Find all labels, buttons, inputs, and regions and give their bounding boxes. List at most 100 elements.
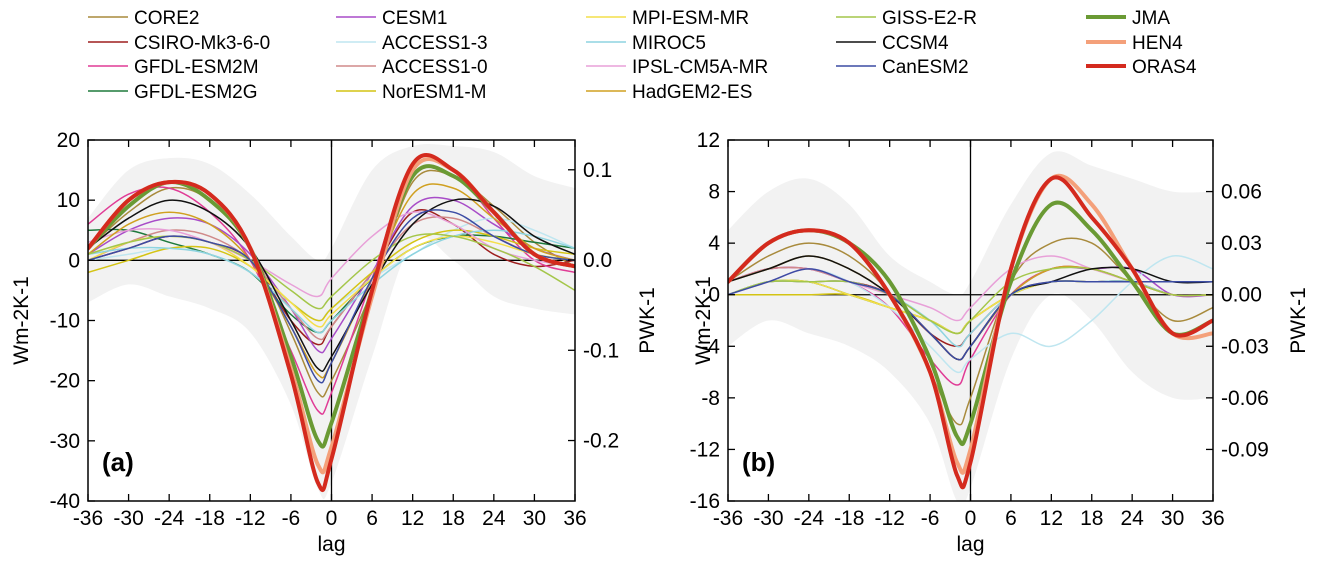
y-tick-label: -16	[690, 490, 720, 513]
legend-label: HadGEM2-ES	[632, 82, 752, 103]
legend-label: MPI-ESM-MR	[632, 8, 749, 29]
legend-item-access1-0: ACCESS1-0	[336, 57, 488, 78]
series-line-core2	[88, 169, 575, 398]
legend-label: CORE2	[134, 8, 199, 29]
legend-item-giss-e2-r: GISS-E2-R	[836, 8, 977, 29]
legend-item-mpi-esm-mr: MPI-ESM-MR	[586, 8, 749, 29]
x-tick-label: -12	[235, 507, 265, 530]
series-line-miroc5	[88, 229, 575, 334]
x-tick-label: 6	[366, 507, 378, 530]
x-tick-label: -24	[154, 507, 185, 530]
legend-item-core2: CORE2	[88, 8, 199, 29]
legend-label: IPSL-CM5A-MR	[632, 57, 768, 78]
legend-item-hen4: HEN4	[1086, 33, 1183, 54]
x-tick-label: -12	[874, 507, 904, 530]
y-right-tick-label: 0.1	[583, 159, 612, 182]
y-tick-label: 12	[697, 129, 720, 152]
y-axis-label-left: Wm-2K-1	[692, 276, 715, 365]
legend-label: GFDL-ESM2G	[134, 82, 258, 103]
x-tick-label: -36	[713, 507, 743, 530]
legend-label: JMA	[1132, 8, 1170, 29]
y-tick-label: -10	[50, 310, 80, 333]
y-right-tick-label: -0.1	[583, 339, 619, 362]
y-tick-label: 0	[68, 249, 80, 272]
legend-label: CanESM2	[882, 57, 969, 78]
y-axis-label-right: PWK-1	[636, 287, 659, 354]
x-axis-label: lag	[956, 533, 984, 556]
y-right-tick-label: 0.00	[1221, 284, 1262, 307]
x-tick-label: 24	[482, 507, 506, 530]
legend-label: HEN4	[1132, 33, 1183, 54]
y-tick-label: -12	[690, 438, 720, 461]
y-axis-label-left: Wm-2K-1	[10, 276, 33, 365]
series-line-oras4	[728, 175, 1213, 490]
series-line-oras4	[88, 153, 575, 492]
y-tick-label: 4	[708, 232, 720, 255]
y-tick-label: -20	[50, 370, 80, 393]
x-tick-label: 30	[1161, 507, 1184, 530]
y-tick-label: -40	[50, 490, 80, 513]
series-line-canesm2	[728, 268, 1213, 361]
legend-item-ipsl-cm5a-mr: IPSL-CM5A-MR	[586, 57, 768, 78]
legend-item-cesm1: CESM1	[336, 8, 447, 29]
y-right-tick-label: 0.03	[1221, 232, 1262, 255]
series-line-cesm1	[88, 196, 575, 354]
x-tick-label: 18	[1080, 507, 1103, 530]
x-tick-label: -6	[921, 507, 940, 530]
y-right-tick-label: -0.2	[583, 430, 619, 453]
panel-b: -36 -30 -24 -18 -12 -6 0 6 12 18 24 30 36 -16 -12 -8 -4 0…	[690, 129, 1310, 556]
x-tick-label: 12	[1040, 507, 1063, 530]
x-tick-label: 30	[523, 507, 546, 530]
legend: CORE2 CSIRO-Mk3-6-0 GFDL-ESM2M GFDL-ESM2G CE…	[88, 8, 1197, 103]
y-axis-label-right: PWK-1	[1287, 287, 1310, 354]
x-tick-label: -30	[753, 507, 783, 530]
x-axis-label: lag	[317, 533, 345, 556]
x-tick-label: 0	[326, 507, 338, 530]
y-right-tick-label: -0.03	[1221, 335, 1269, 358]
legend-item-noresm1-m: NorESM1-M	[336, 82, 487, 103]
panel-label: (b)	[742, 447, 775, 477]
series-line-canesm2	[88, 209, 575, 384]
x-tick-label: 24	[1120, 507, 1144, 530]
series-line-gfdl-esm2m	[88, 154, 575, 415]
panel-label: (a)	[102, 447, 134, 477]
legend-item-gfdl-esm2m: GFDL-ESM2M	[88, 57, 259, 78]
y-tick-label: 0	[708, 284, 720, 307]
legend-label: CCSM4	[882, 33, 949, 54]
x-tick-label: 6	[1005, 507, 1017, 530]
x-tick-label: 36	[1201, 507, 1224, 530]
legend-label: NorESM1-M	[382, 82, 487, 103]
panel-a: -36 -30 -24 -18 -12 -6 0 6 12 18 24 30 36 -40 -30 -20 -1…	[10, 129, 659, 556]
legend-label: GFDL-ESM2M	[134, 57, 259, 78]
legend-item-access1-3: ACCESS1-3	[336, 33, 488, 54]
legend-item-oras4: ORAS4	[1086, 57, 1197, 78]
x-tick-label: 12	[401, 507, 424, 530]
legend-label: CSIRO-Mk3-6-0	[134, 33, 270, 54]
legend-item-ccsm4: CCSM4	[836, 33, 949, 54]
legend-label: MIROC5	[632, 33, 706, 54]
x-tick-label: -36	[73, 507, 103, 530]
x-tick-label: 0	[965, 507, 977, 530]
x-tick-label: -18	[195, 507, 225, 530]
x-tick-label: -30	[113, 507, 143, 530]
legend-item-csiro-mk3-6-0: CSIRO-Mk3-6-0	[88, 33, 270, 54]
x-tick-label: 36	[563, 507, 586, 530]
y-right-tick-label: 0.06	[1221, 181, 1262, 204]
y-tick-label: -4	[701, 335, 720, 358]
legend-label: ORAS4	[1132, 57, 1197, 78]
legend-label: GISS-E2-R	[882, 8, 977, 29]
legend-item-jma: JMA	[1086, 8, 1170, 29]
legend-item-miroc5: MIROC5	[586, 33, 706, 54]
legend-label: ACCESS1-0	[382, 57, 488, 78]
legend-item-gfdl-esm2g: GFDL-ESM2G	[88, 82, 258, 103]
x-tick-label: 18	[442, 507, 465, 530]
x-tick-label: -6	[282, 507, 301, 530]
legend-label: CESM1	[382, 8, 447, 29]
y-right-tick-label: -0.06	[1221, 387, 1269, 410]
legend-item-canesm2: CanESM2	[836, 57, 969, 78]
legend-label: ACCESS1-3	[382, 33, 488, 54]
y-right-tick-label: -0.09	[1221, 438, 1269, 461]
y-tick-label: 8	[708, 181, 720, 204]
x-tick-label: -18	[834, 507, 864, 530]
